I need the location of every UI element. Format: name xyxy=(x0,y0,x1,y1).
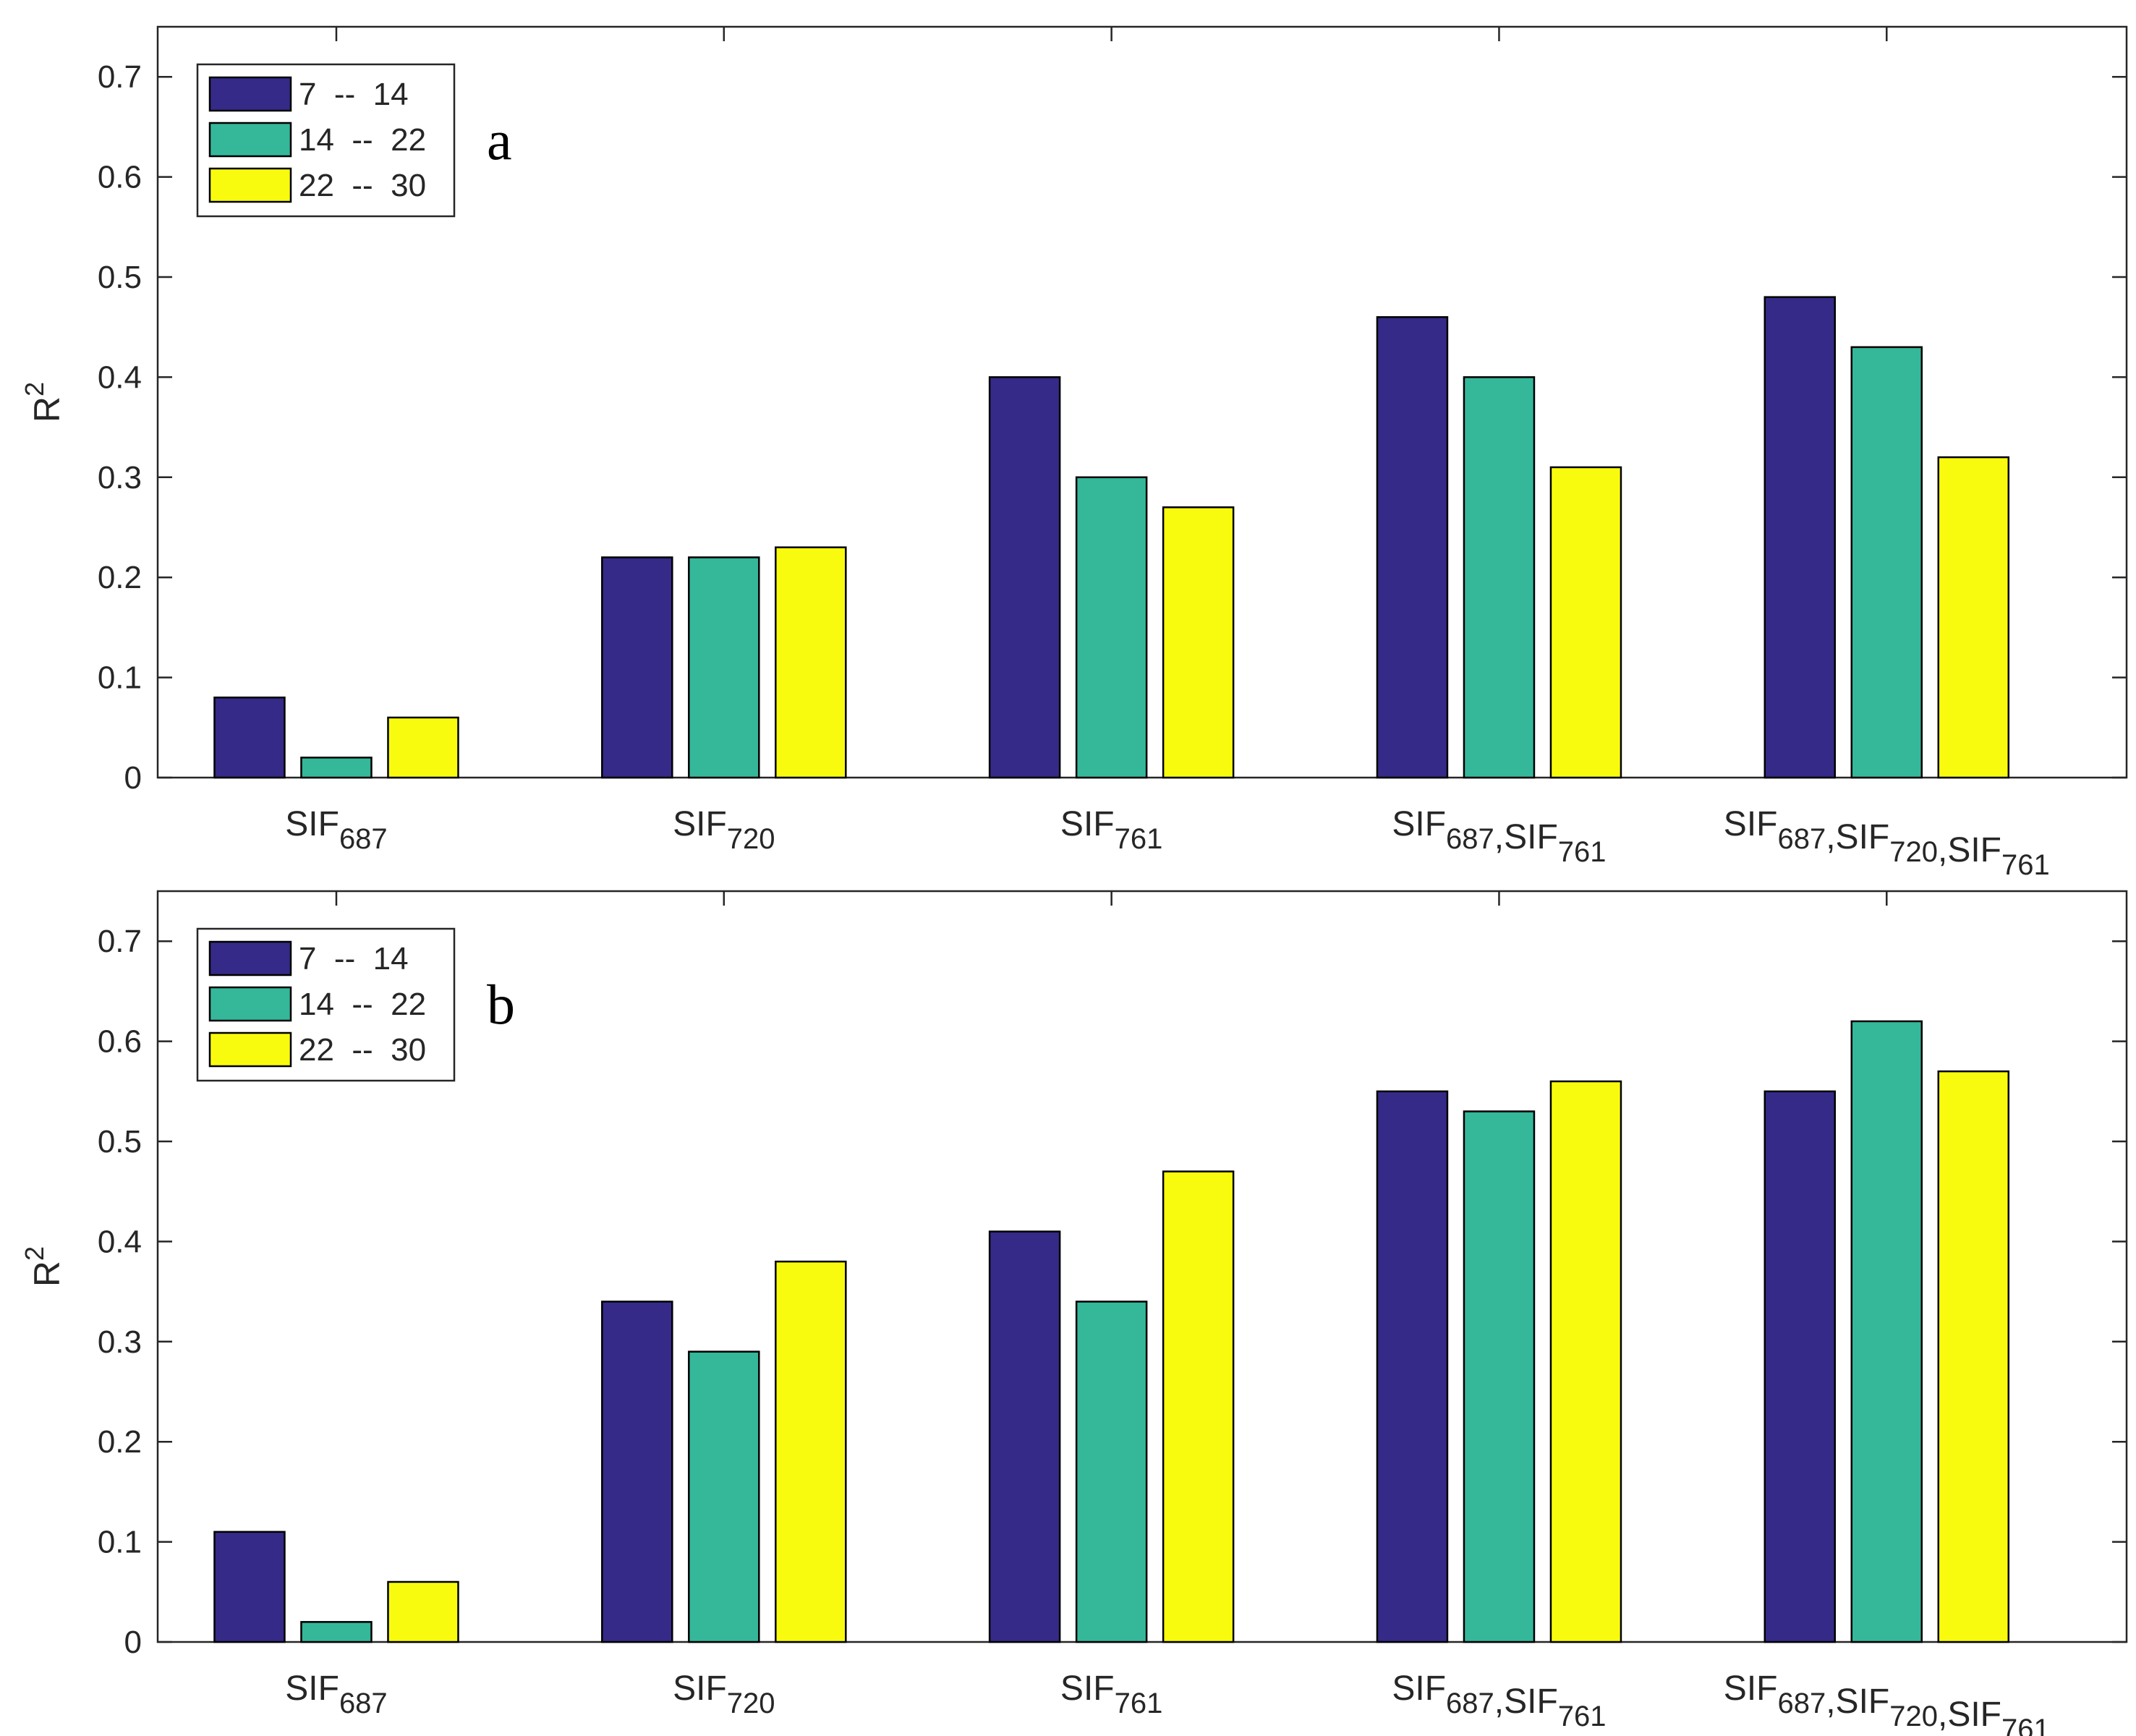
x-tick-label: SIF687,SIF761 xyxy=(1392,1669,1606,1732)
y-tick-label: 0.7 xyxy=(98,59,142,95)
legend-label-0: 7 -- 14 xyxy=(299,941,409,977)
chart-panel-b: 0 0.1 0.2 0.3 0.4 0.5 0.6 0.7 SIF687 SIF720 SIF761… xyxy=(20,890,2128,1736)
bar-a-s0-c3 xyxy=(1376,316,1449,779)
bar-b-s0-c1 xyxy=(601,1301,673,1643)
legend-label-1: 14 -- 22 xyxy=(299,987,426,1022)
y-tick-label: 0.5 xyxy=(98,260,142,295)
bar-a-s1-c2 xyxy=(1075,476,1148,779)
legend-label-2: 22 -- 30 xyxy=(299,1032,426,1068)
bar-b-s2-c1 xyxy=(775,1260,847,1643)
legend: 7 -- 14 14 -- 22 22 -- 30 xyxy=(196,63,456,218)
y-tick-label: 0.7 xyxy=(98,924,142,959)
bar-b-s0-c2 xyxy=(988,1230,1061,1643)
legend-label-1: 14 -- 22 xyxy=(299,122,426,158)
legend-label-2: 22 -- 30 xyxy=(299,168,426,203)
x-tick-label: SIF687,SIF720,SIF761 xyxy=(1724,1669,2050,1736)
bar-a-s2-c2 xyxy=(1162,506,1235,779)
x-tick-label: SIF687,SIF720,SIF761 xyxy=(1724,805,2050,881)
legend-swatch-1 xyxy=(208,122,292,158)
bar-a-s2-c3 xyxy=(1549,466,1622,779)
chart-panel-a: 0 0.1 0.2 0.3 0.4 0.5 0.6 0.7 SIF687 SIF720 SIF761… xyxy=(20,25,2128,881)
x-tick-label: SIF687 xyxy=(285,1669,387,1719)
x-tick-label: SIF720 xyxy=(673,805,775,855)
bar-b-s0-c0 xyxy=(213,1531,286,1643)
y-tick-label: 0.1 xyxy=(98,1525,142,1560)
y-tick-label: 0.1 xyxy=(98,660,142,696)
bar-a-s1-c1 xyxy=(688,556,760,779)
bar-a-s1-c3 xyxy=(1463,376,1536,779)
panel-label: a xyxy=(487,109,512,171)
y-tick-label: 0.6 xyxy=(98,160,142,195)
y-tick-label: 0.5 xyxy=(98,1124,142,1160)
y-axis-label: R2 xyxy=(20,1246,67,1287)
y-tick-label: 0.6 xyxy=(98,1024,142,1060)
bar-b-s2-c4 xyxy=(1937,1070,2010,1643)
y-tick-label: 0.3 xyxy=(98,460,142,495)
y-axis-label: R2 xyxy=(20,382,67,422)
bar-a-s0-c0 xyxy=(213,697,286,779)
bar-b-s1-c2 xyxy=(1075,1301,1148,1643)
bar-b-s0-c3 xyxy=(1376,1090,1449,1643)
bar-a-s2-c1 xyxy=(775,546,847,779)
y-tick-label: 0 xyxy=(124,1625,142,1660)
x-tick-label: SIF761 xyxy=(1060,1669,1162,1719)
x-tick-label: SIF687,SIF761 xyxy=(1392,805,1606,868)
bar-b-s2-c2 xyxy=(1162,1170,1235,1643)
bar-b-s1-c4 xyxy=(1850,1020,1923,1643)
legend-swatch-0 xyxy=(208,76,292,112)
bar-a-s2-c0 xyxy=(387,716,459,779)
bar-b-s1-c1 xyxy=(688,1350,760,1643)
y-tick-label: 0.2 xyxy=(98,1424,142,1460)
bar-b-s0-c4 xyxy=(1763,1090,1837,1643)
y-tick-label: 0.3 xyxy=(98,1324,142,1360)
bar-a-s1-c0 xyxy=(300,757,373,779)
y-tick-label: 0.4 xyxy=(98,1224,142,1259)
legend-swatch-0 xyxy=(208,940,292,977)
legend: 7 -- 14 14 -- 22 22 -- 30 xyxy=(196,927,456,1082)
bar-a-s0-c4 xyxy=(1763,296,1837,779)
bar-a-s0-c1 xyxy=(601,556,673,779)
legend-swatch-1 xyxy=(208,986,292,1022)
y-tick-label: 0.2 xyxy=(98,560,142,595)
bar-a-s2-c4 xyxy=(1937,456,2010,779)
bar-b-s1-c3 xyxy=(1463,1110,1536,1643)
panel-label: b xyxy=(487,973,515,1036)
bar-b-s2-c3 xyxy=(1549,1080,1622,1643)
x-tick-label: SIF761 xyxy=(1060,805,1162,855)
bar-a-s1-c4 xyxy=(1850,346,1923,779)
bar-b-s2-c0 xyxy=(387,1580,459,1643)
bar-a-s0-c2 xyxy=(988,376,1061,779)
x-tick-label: SIF720 xyxy=(673,1669,775,1719)
y-tick-label: 0.4 xyxy=(98,359,142,395)
legend-label-0: 7 -- 14 xyxy=(299,77,409,112)
legend-swatch-2 xyxy=(208,167,292,203)
bar-b-s1-c0 xyxy=(300,1621,373,1643)
legend-swatch-2 xyxy=(208,1031,292,1068)
y-tick-label: 0 xyxy=(124,760,142,796)
x-tick-label: SIF687 xyxy=(285,805,387,855)
